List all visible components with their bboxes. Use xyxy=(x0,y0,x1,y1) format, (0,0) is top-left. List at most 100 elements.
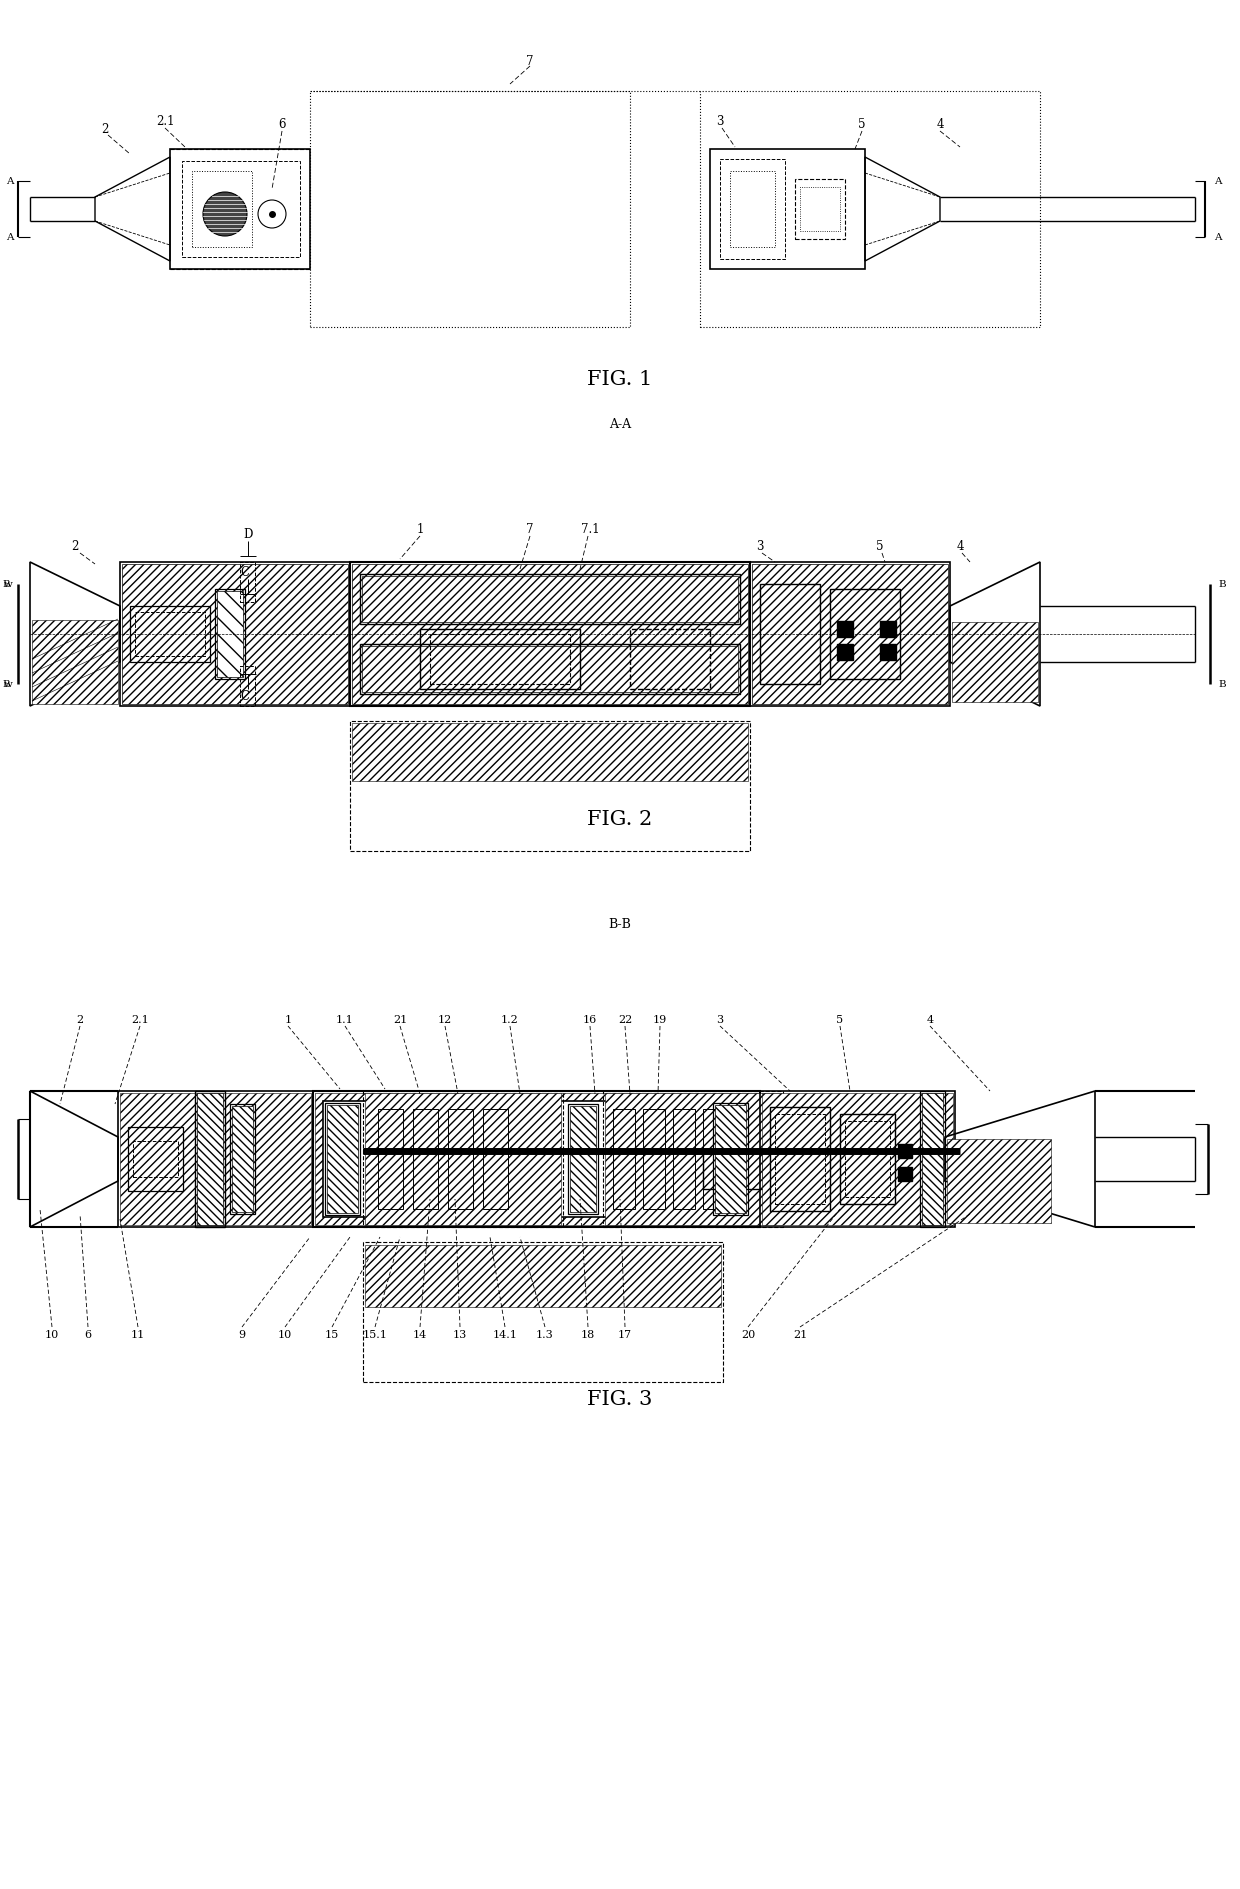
Text: 1.1: 1.1 xyxy=(336,1014,353,1024)
Bar xyxy=(703,1152,763,1190)
Bar xyxy=(327,1105,358,1213)
Text: 10: 10 xyxy=(45,1330,60,1339)
Text: 3: 3 xyxy=(756,540,764,553)
Text: 11: 11 xyxy=(131,1330,145,1339)
Bar xyxy=(568,1105,598,1215)
Bar xyxy=(362,576,738,623)
Text: B: B xyxy=(1218,580,1226,589)
Bar xyxy=(325,1103,748,1215)
Text: B: B xyxy=(2,580,10,589)
Bar xyxy=(128,1128,184,1192)
Text: FIG. 1: FIG. 1 xyxy=(588,370,652,389)
Text: A: A xyxy=(6,234,14,242)
Bar xyxy=(133,1141,179,1177)
Bar xyxy=(605,1094,781,1226)
Text: A-A: A-A xyxy=(609,417,631,431)
Text: 2: 2 xyxy=(72,540,78,553)
Text: 14: 14 xyxy=(413,1330,427,1339)
Text: 4: 4 xyxy=(956,540,963,553)
Bar xyxy=(322,1101,750,1217)
Text: A: A xyxy=(1214,178,1221,187)
Bar xyxy=(837,621,853,638)
Bar xyxy=(673,1109,694,1209)
Bar xyxy=(182,162,300,259)
Text: 5: 5 xyxy=(837,1014,843,1024)
Text: w: w xyxy=(4,580,12,589)
Bar xyxy=(720,161,785,261)
Bar xyxy=(770,1107,830,1211)
Bar xyxy=(800,187,839,232)
Bar xyxy=(947,1139,1052,1224)
Bar xyxy=(378,1109,403,1209)
Bar xyxy=(570,1107,596,1213)
Text: 15: 15 xyxy=(325,1330,339,1339)
Text: 7.1: 7.1 xyxy=(580,523,599,536)
Bar xyxy=(413,1109,438,1209)
Text: 5: 5 xyxy=(877,540,884,553)
Text: FIG. 2: FIG. 2 xyxy=(588,810,652,829)
Bar xyxy=(898,1145,911,1158)
Text: 6: 6 xyxy=(84,1330,92,1339)
Text: 13: 13 xyxy=(453,1330,467,1339)
Bar xyxy=(352,565,748,705)
Bar xyxy=(713,1103,748,1215)
Text: D: D xyxy=(243,529,253,542)
Text: 1.2: 1.2 xyxy=(501,1014,518,1024)
Text: 5: 5 xyxy=(858,119,866,132)
Bar xyxy=(365,1094,560,1226)
Bar xyxy=(170,149,310,270)
Text: w: w xyxy=(4,680,12,689)
Bar xyxy=(701,93,1040,329)
Bar xyxy=(613,1109,635,1209)
Bar xyxy=(603,1092,782,1228)
Bar xyxy=(310,93,630,329)
Text: 3: 3 xyxy=(717,1014,724,1024)
Bar xyxy=(241,563,255,603)
Bar xyxy=(135,612,205,657)
Text: B: B xyxy=(2,680,10,689)
Bar xyxy=(363,1243,723,1383)
Bar xyxy=(715,1105,746,1213)
Bar xyxy=(837,644,853,661)
Text: 21: 21 xyxy=(792,1330,807,1339)
Bar xyxy=(195,1092,224,1228)
Text: 2: 2 xyxy=(77,1014,83,1024)
Text: 7: 7 xyxy=(526,523,533,536)
Bar xyxy=(360,644,740,695)
Text: 2.1: 2.1 xyxy=(131,1014,149,1024)
Text: 12: 12 xyxy=(438,1014,453,1024)
Bar xyxy=(192,172,252,247)
Text: 2.1: 2.1 xyxy=(156,115,175,128)
Bar xyxy=(312,1092,760,1228)
Bar xyxy=(130,606,210,663)
Bar xyxy=(644,1109,665,1209)
Bar xyxy=(215,589,246,680)
Bar xyxy=(839,1115,895,1205)
Bar xyxy=(325,1103,360,1215)
Text: B-B: B-B xyxy=(609,918,631,931)
Text: 2: 2 xyxy=(102,123,109,136)
Bar xyxy=(844,1122,890,1198)
Text: 1: 1 xyxy=(417,523,424,536)
Bar xyxy=(120,1094,311,1226)
Text: 6: 6 xyxy=(278,119,285,132)
Bar xyxy=(122,565,348,705)
Text: 19: 19 xyxy=(653,1014,667,1024)
Text: A: A xyxy=(1214,234,1221,242)
Bar xyxy=(750,563,950,706)
Bar xyxy=(363,1092,563,1228)
Bar xyxy=(711,149,866,270)
Bar xyxy=(420,629,580,689)
Bar xyxy=(630,629,711,689)
Bar xyxy=(751,565,949,705)
Bar xyxy=(952,623,1038,703)
Bar xyxy=(703,1109,725,1209)
Text: B: B xyxy=(1218,680,1226,689)
Bar xyxy=(920,1092,945,1228)
Bar xyxy=(880,644,897,661)
Bar xyxy=(197,1094,223,1226)
Bar xyxy=(898,1167,911,1181)
Text: 1.3: 1.3 xyxy=(536,1330,554,1339)
Bar xyxy=(760,586,820,684)
Text: 17: 17 xyxy=(618,1330,632,1339)
